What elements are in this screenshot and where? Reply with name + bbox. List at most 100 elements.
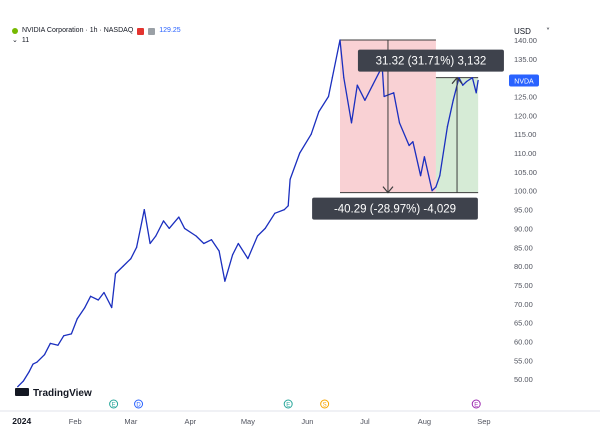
y-tick-label: 105.00 [514,168,537,177]
tradingview-logo-icon [15,388,29,396]
x-tick-label: Apr [185,417,197,426]
y-tick-label: 70.00 [514,300,533,309]
price-point-52 [372,84,374,86]
price-point-37 [264,227,266,230]
y-tick-label: 125.00 [514,93,537,102]
x-axis[interactable]: 2024 Feb Mar Apr May Jun Jul Aug Sep [0,410,600,426]
price-point-14 [103,291,105,294]
price-point-48 [343,77,345,79]
arrowhead-icon-0 [382,186,394,194]
price-point-61 [431,190,433,192]
price-point-71 [477,79,479,82]
measure-label-0: -40.29 (-28.97%) -4,029 [334,204,456,216]
symbol-title[interactable]: NVIDIA Corporation · 1h · NASDAQ [22,27,134,34]
measure-label-bg-0 [312,197,478,220]
chevron-down-icon: ˅ [546,27,550,36]
price-point-63 [439,175,441,177]
event-marker-1 [134,399,144,409]
price-point-56 [398,122,401,124]
price-point-42 [299,152,301,154]
price-point-45 [327,95,330,98]
event-letter-4: E [474,403,478,409]
price-point-49 [350,122,353,124]
y-tick-label: 115.00 [514,130,536,139]
price-point-46 [331,77,333,79]
price-point-31 [218,250,220,252]
price-point-68 [466,80,468,83]
watermark-text: TradingView [33,388,92,399]
price-point-36 [256,235,259,237]
currency-label: USD [514,27,531,36]
price-point-20 [139,227,142,230]
price-point-67 [462,84,464,86]
price-point-1 [22,380,25,382]
price-point-33 [231,254,234,256]
price-point-35 [247,257,249,260]
arrowhead-icon-1 [451,76,463,85]
symbol-row: NVIDIA Corporation · 1h · NASDAQ 129.25 [12,26,181,36]
y-tick-label: 135.00 [514,55,537,64]
price-point-57 [408,144,410,147]
event-marker-0 [109,399,119,409]
price-point-64 [446,126,449,128]
price-point-55 [393,92,395,94]
price-point-62 [435,186,437,188]
price-point-69 [471,77,473,79]
price-point-43 [310,133,312,135]
y-tick-label: 95.00 [514,206,533,215]
price-point-44 [318,111,320,113]
price-point-12 [89,295,92,297]
measure-labels: -40.29 (-28.97%) -4,029 31.32 (31.71%) 3,… [312,40,504,220]
price-point-58 [412,141,414,143]
price-point-60 [423,156,426,158]
price-line [17,39,479,388]
x-tick-label: 2024 [12,416,31,426]
price-point-28 [195,235,197,237]
x-tick-label: Jun [301,417,313,426]
price-point-0 [17,386,19,388]
price-point-38 [274,212,276,214]
x-tick-label: Mar [124,417,137,426]
price-point-10 [76,318,78,320]
symbol-header: NVIDIA Corporation · 1h · NASDAQ 129.25 … [12,26,181,46]
x-tick-label: Feb [69,417,82,426]
price-point-27 [183,227,186,230]
chevron-down-icon[interactable]: ⌄ [12,37,18,44]
price-point-4 [36,361,38,363]
y-tick-label: 85.00 [514,243,533,252]
indicators-row[interactable]: ⌄ 11 [12,36,181,46]
price-point-15 [111,306,113,309]
y-axis[interactable]: USD ˅ 50.00 55.00 60.00 65.00 70.00 75.00 80.00 8… [509,27,550,384]
price-point-41 [289,178,291,181]
flag-icon[interactable] [137,27,145,35]
y-tick-label: 60.00 [514,337,533,346]
y-tick-label: 80.00 [514,262,533,271]
y-tick-label: 90.00 [514,224,533,233]
event-letter-1: D [136,403,141,409]
price-point-2 [28,371,30,373]
price-point-70 [475,92,477,94]
price-point-11 [84,306,86,309]
price-point-18 [130,257,132,260]
y-tick-label: 100.00 [514,187,537,196]
price-point-26 [178,216,180,218]
event-letter-2: E [286,403,290,409]
menu-icon[interactable] [148,27,156,35]
event-letter-0: E [112,403,116,409]
measure-label-bg-1 [357,49,504,72]
event-marker-2 [283,399,293,409]
price-point-50 [356,84,358,86]
price-point-66 [458,77,460,79]
indicator-count: 11 [21,37,30,44]
x-tick-label: May [241,417,255,426]
event-marker-4 [471,399,481,409]
price-point-59 [419,175,422,177]
price-point-6 [49,342,51,344]
y-tick-label: 140.00 [514,36,537,45]
event-letter-3: S [323,403,327,409]
y-tick-label: 120.00 [514,111,537,120]
y-tick-label: 75.00 [514,281,533,290]
